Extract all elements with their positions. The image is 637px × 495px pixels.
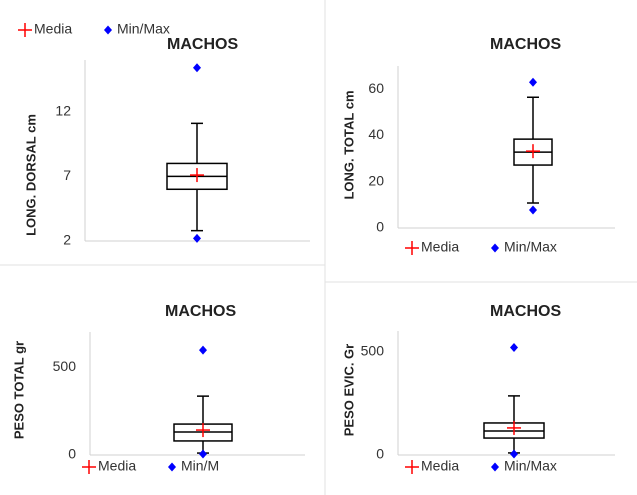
y-tick-label: 0 xyxy=(376,219,384,235)
mean-marker xyxy=(190,168,204,183)
y-tick-label: 500 xyxy=(53,358,77,374)
chart-title: MACHOS xyxy=(165,303,236,320)
y-axis-label: PESO EVIC. Gr xyxy=(341,344,356,436)
max-marker xyxy=(199,345,207,355)
y-tick-label: 40 xyxy=(368,126,384,142)
legend-label: Media xyxy=(421,458,459,474)
chart-title: MACHOS xyxy=(490,36,561,53)
y-tick-label: 12 xyxy=(55,102,71,118)
min-marker xyxy=(510,449,518,459)
legend-marker xyxy=(491,243,499,253)
y-tick-label: 20 xyxy=(368,172,384,188)
y-axis-label: PESO TOTAL gr xyxy=(11,341,26,439)
legend-marker xyxy=(82,460,96,474)
y-axis-label: LONG. TOTAL cm xyxy=(341,90,356,199)
y-tick-label: 0 xyxy=(68,446,76,462)
legend-label: Min/M xyxy=(181,458,219,474)
y-tick-label: 500 xyxy=(361,342,385,358)
legend-label: Min/Max xyxy=(504,239,557,255)
y-tick-label: 7 xyxy=(63,167,71,183)
legend-marker xyxy=(18,23,32,37)
max-marker xyxy=(193,63,201,73)
legend-label: Media xyxy=(34,21,72,37)
legend-marker xyxy=(405,460,419,474)
legend-label: Media xyxy=(421,239,459,255)
min-marker xyxy=(529,205,537,215)
legend-label: Media xyxy=(98,458,136,474)
mean-marker xyxy=(526,144,540,159)
y-axis-label: LONG. DORSAL cm xyxy=(23,114,38,236)
y-tick-label: 0 xyxy=(376,446,384,462)
legend-marker xyxy=(405,241,419,255)
mean-marker xyxy=(507,420,521,435)
max-marker xyxy=(510,343,518,353)
max-marker xyxy=(529,77,537,87)
legend-marker xyxy=(104,25,112,35)
legend-marker xyxy=(168,462,176,472)
chart-title: MACHOS xyxy=(167,36,238,53)
min-marker xyxy=(193,233,201,243)
legend-marker xyxy=(491,462,499,472)
legend-label: Min/Max xyxy=(117,21,170,37)
mean-marker xyxy=(196,423,210,438)
y-tick-label: 60 xyxy=(368,80,384,96)
chart-title: MACHOS xyxy=(490,303,561,320)
y-tick-label: 2 xyxy=(63,232,71,248)
min-marker xyxy=(199,449,207,459)
legend-label: Min/Max xyxy=(504,458,557,474)
